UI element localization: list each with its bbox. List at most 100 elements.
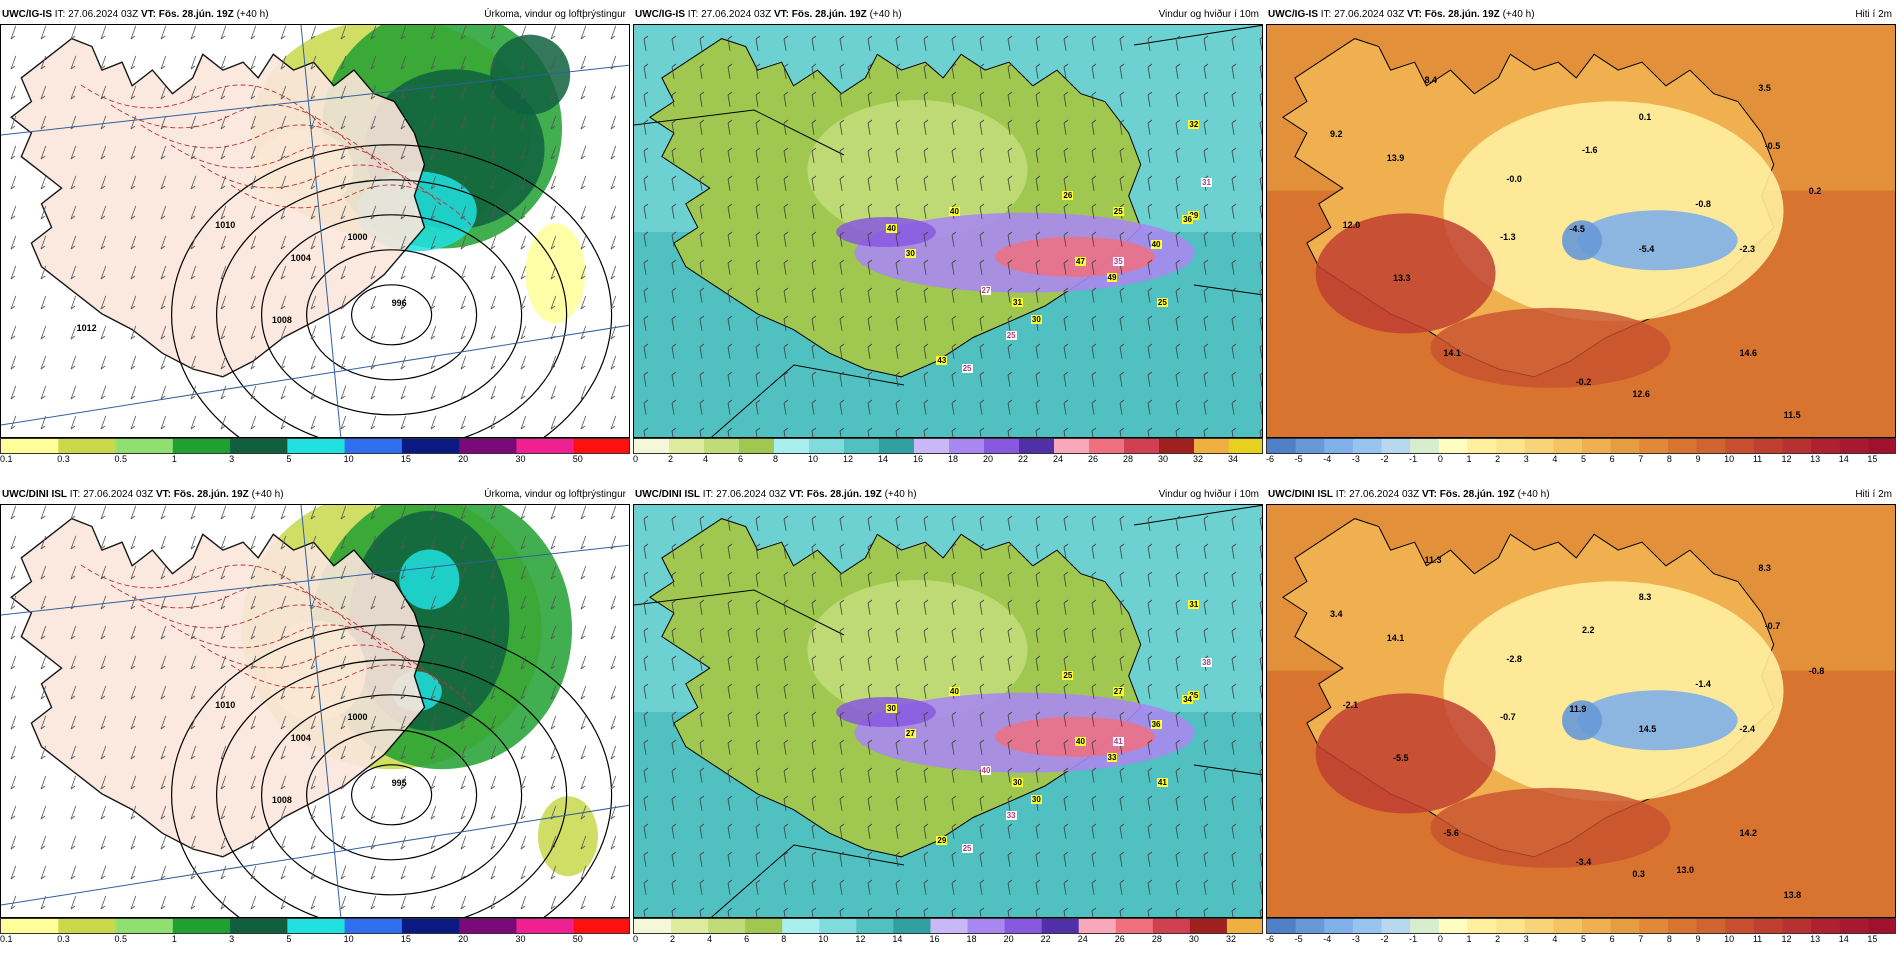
run-it: 27.06.2024 03Z [1334,9,1405,20]
colorbar-swatch [1725,919,1755,933]
colorbar-swatch [809,439,845,453]
colorbar-swatch [287,919,346,933]
colorbar-swatch [669,439,705,453]
colorbar-tick: 30 [1158,454,1169,464]
run-info: UWC/DINI ISL IT: 27.06.2024 03Z VT: Fös.… [2,486,284,504]
temperature-label: 8.3 [1638,591,1652,602]
temperature-label: -0.7 [1764,620,1781,631]
colorbar-tick: 1 [171,934,177,944]
gust-label: 25 [961,364,973,374]
colorbar-swatch [819,919,857,933]
colorbar-tick: 22 [1018,454,1029,464]
colorbar-tick: 5 [286,454,292,464]
colorbar-tick: 15 [400,934,411,944]
temperature-label: 0.3 [1632,869,1645,880]
isobar-label: 1008 [271,794,292,805]
temperature-label: 13.3 [1393,273,1411,284]
colorbar-tick: 0.1 [0,454,13,464]
colorbar-swatch [879,439,915,453]
map-view[interactable]: 30 27 40 40 25 27 31 38 35 34 36 41 40 33 30 33 30 41 29 25 [633,504,1263,918]
colorbar-tick: 10 [1724,934,1735,944]
temperature-label: -5.5 [1393,753,1409,764]
colorbar [633,438,1263,454]
panel-header: UWC/IG-IS IT: 27.06.2024 03Z VT: Fös. 28… [0,6,630,24]
colorbar-tick: 10 [343,454,354,464]
colorbar-swatch [1725,439,1755,453]
run-model: UWC/IG-IS [2,9,52,20]
colorbar-swatch [1115,919,1154,933]
colorbar-swatch [1438,439,1468,453]
map-view[interactable]: 995 1000 1004 1008 1010 [0,504,630,918]
colorbar-tick: 8 [1666,934,1672,944]
colorbar-swatch [230,919,288,933]
colorbar-swatch [1639,919,1669,933]
colorbar-swatch [1381,919,1411,933]
colorbar-swatch [782,919,820,933]
temperature-label: -2.8 [1506,654,1522,665]
colorbar-swatch [704,439,740,453]
colorbar-tick: 10 [818,934,829,944]
map-view[interactable]: 11.3 8.3 3.4 8.3 2.2 -0.7 14.1 -2.8 -1.4 -0.8 -2.1… [1266,504,1896,918]
colorbar-swatch [1295,439,1325,453]
colorbar-tick: 22 [1040,934,1051,944]
temperature-label: 8.4 [1424,74,1438,85]
colorbar-tick: 1 [1466,454,1472,464]
colorbar-tick: 10 [343,934,354,944]
isobar-label: 1004 [290,252,311,263]
colorbar-tick: -3 [1351,454,1360,464]
colorbar-swatch [893,919,931,933]
temperature-label: 3.4 [1330,608,1343,619]
colorbar-tick: 12 [843,454,854,464]
isobar-label: 1010 [215,699,236,710]
colorbar-swatch [671,919,709,933]
temperature-label: -1.3 [1500,232,1516,242]
colorbar-tick: 32 [1225,934,1236,944]
run-it: 27.06.2024 03Z [68,9,139,20]
map-view[interactable]: 8.4 3.5 9.2 0.1 -1.6 -0.5 13.9 -0.0 -0.8 0.2 12.0 -… [1266,24,1896,438]
panel-header: UWC/DINI ISL IT: 27.06.2024 03Z VT: Fös.… [0,486,630,504]
gust-label: 27 [1112,687,1124,697]
isobar-label: 1008 [271,314,292,325]
colorbar-tick: 24 [1077,934,1088,944]
colorbar-tick: 26 [1088,454,1099,464]
colorbar-tick: -4 [1323,934,1332,944]
colorbar-swatch [1782,919,1812,933]
temperature-label: 12.0 [1342,219,1361,230]
run-lead: (+40 h) [251,489,284,500]
temperature-label: -2.4 [1739,724,1756,735]
colorbar-tick: -4 [1323,454,1332,464]
colorbar-tick: 20 [458,454,469,464]
temperature-label: 13.0 [1676,865,1695,876]
colorbar-tick: 10 [1724,454,1735,464]
colorbar-swatch [984,439,1020,453]
colorbar-tick: 11 [1752,934,1763,944]
map-canvas [1,25,629,437]
colorbar-swatch [1753,919,1783,933]
map-view[interactable]: 996 1000 1004 1008 1010 1012 [0,24,630,438]
temperature-label: -0.5 [1764,140,1781,151]
colorbar-tick: 0 [1437,454,1443,464]
colorbar-swatch [1041,919,1080,933]
gust-label: 30 [1030,794,1042,804]
colorbar-swatch [58,439,117,453]
colorbar-swatch [1696,439,1726,453]
colorbar-ticks: 0.1 0.3 0.5 1 3 5 10 15 20 30 50 [0,454,630,466]
run-it: 27.06.2024 03Z [701,9,772,20]
colorbar-swatch [1,919,59,933]
colorbar-tick: 6 [744,934,750,944]
map-canvas [1,505,629,917]
colorbar-tick: 8 [1666,454,1672,464]
colorbar-tick: 4 [1552,454,1558,464]
colorbar-swatch [967,919,1006,933]
colorbar-swatch [1019,439,1055,453]
temperature-label: -5.6 [1443,827,1459,838]
colorbar-swatch [745,919,783,933]
run-vt: Fös. 28.jún. 19Z [1424,9,1500,20]
colorbar-swatch [1078,919,1117,933]
colorbar-swatch [459,439,517,453]
colorbar [633,918,1263,934]
temperature-label: 9.2 [1330,128,1343,139]
map-view[interactable]: 40 30 40 27 26 25 32 31 29 36 40 35 47 49 31 25 30 25 43 25 [633,24,1263,438]
colorbar-tick: 1 [171,454,177,464]
gust-label: 31 [1012,298,1023,308]
